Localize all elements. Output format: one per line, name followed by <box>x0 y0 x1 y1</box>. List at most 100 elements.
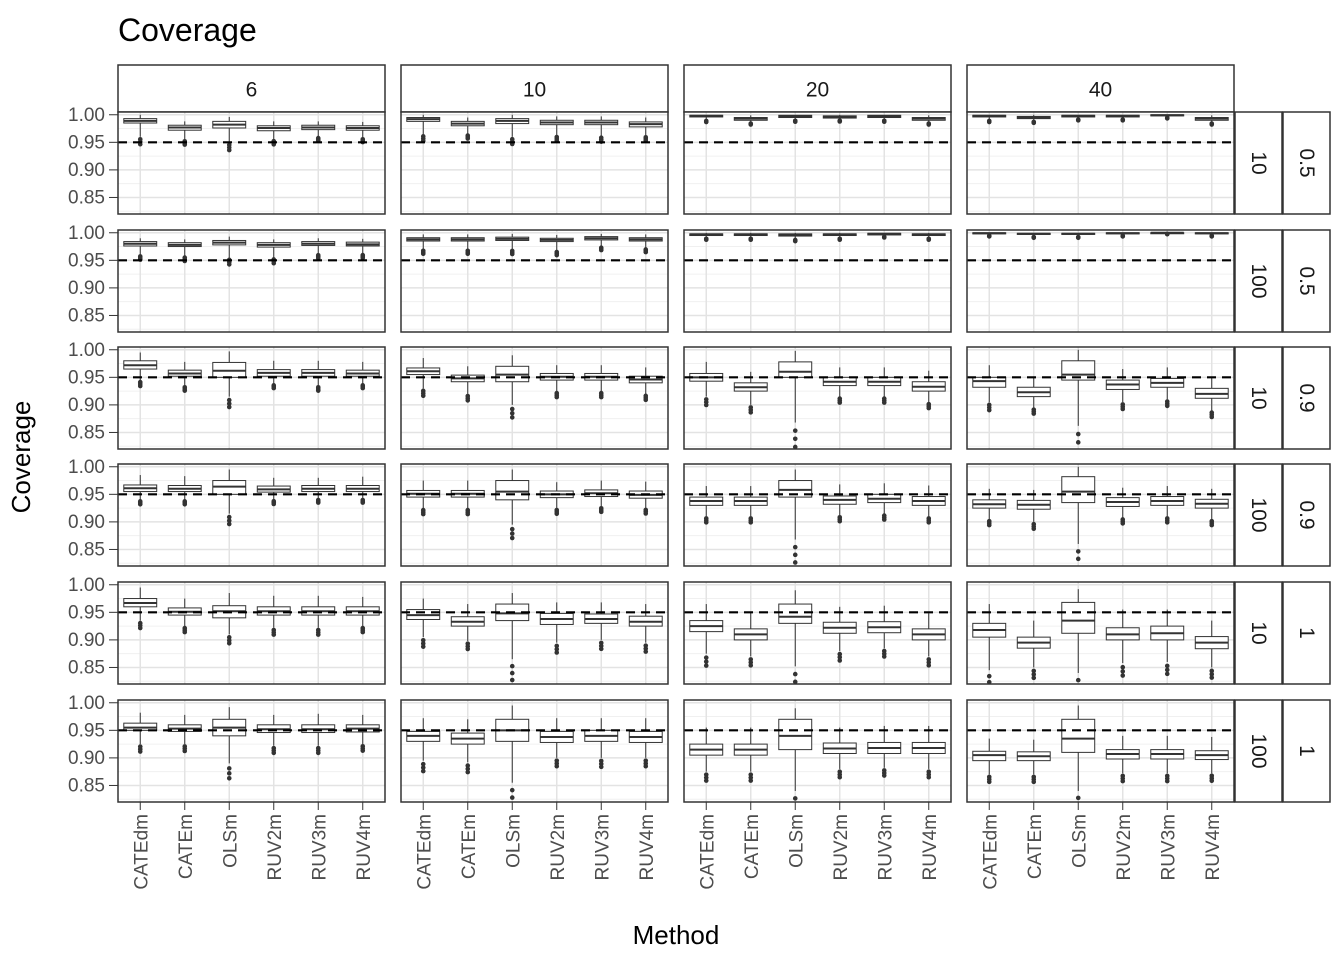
panel-background <box>967 582 1234 684</box>
y-tick-label: 0.90 <box>68 278 105 299</box>
outlier-point <box>792 119 798 125</box>
outlier-point <box>420 638 426 643</box>
box-OLSm <box>778 480 813 498</box>
panel-background <box>118 112 385 214</box>
panel-r2-c2 <box>683 346 952 450</box>
outlier-point <box>509 415 515 420</box>
outlier-point <box>554 643 560 649</box>
outlier-point <box>1031 526 1037 532</box>
y-tick-label: 0.95 <box>68 367 105 388</box>
outlier-point <box>837 774 843 780</box>
panel-border <box>966 346 1235 450</box>
outlier-point <box>986 779 992 785</box>
outlier-point <box>792 444 798 450</box>
outlier-point <box>1075 235 1081 241</box>
panel-r4-c0 <box>117 581 386 685</box>
outlier-point <box>465 398 471 403</box>
panel-r2-c1 <box>400 346 669 450</box>
x-tick-label-CATEdm: CATEdm <box>131 814 152 890</box>
x-tick-label-OLSm: OLSm <box>220 814 241 868</box>
panel-border <box>683 581 952 685</box>
outlier-point <box>598 247 604 253</box>
outlier-point <box>226 766 232 771</box>
panel-background <box>684 582 951 684</box>
outlier-point <box>554 763 560 769</box>
x-tick-label-RUV2m: RUV2m <box>831 814 852 881</box>
outlier-point <box>420 393 426 399</box>
y-tick-label: 0.90 <box>68 395 105 416</box>
outlier-point <box>137 749 143 754</box>
outlier-point <box>792 796 798 801</box>
panel-border <box>400 111 669 215</box>
panel-r1-c2 <box>683 229 952 333</box>
panel-background <box>118 464 385 566</box>
outlier-point <box>986 673 992 679</box>
outlier-point <box>271 260 277 266</box>
outlier-point <box>881 400 887 405</box>
panel-background <box>401 700 668 802</box>
panel-r0-c3 <box>966 111 1235 215</box>
panel-border <box>683 229 952 333</box>
x-tick-label-CATEdm: CATEdm <box>697 814 718 890</box>
panel-background <box>401 464 668 566</box>
row-strip-inner-label: 10 <box>1247 621 1270 644</box>
outlier-point <box>1120 118 1126 123</box>
panel-background <box>684 230 951 332</box>
outlier-point <box>1209 414 1215 420</box>
row-strip-outer <box>1282 581 1331 685</box>
outlier-point <box>748 663 754 668</box>
outlier-point <box>137 383 143 389</box>
col-strip-label: 40 <box>1089 79 1112 102</box>
outlier-point <box>1120 406 1126 412</box>
row-strip-inner <box>1234 699 1283 803</box>
outlier-point <box>137 502 143 507</box>
outlier-point <box>420 641 426 646</box>
outlier-point <box>554 394 560 400</box>
x-axis-title: Method <box>633 920 720 950</box>
outlier-point <box>226 641 232 646</box>
outlier-point <box>1031 120 1037 126</box>
outlier-point <box>1075 556 1081 562</box>
outlier-point <box>598 394 604 400</box>
panel-border <box>683 111 952 215</box>
outlier-point <box>837 518 843 524</box>
box-OLSm <box>778 718 813 751</box>
row-strip-outer-label: 0.9 <box>1295 383 1318 412</box>
outlier-point <box>1209 675 1215 680</box>
y-tick-label: 0.85 <box>68 187 105 208</box>
outlier-point <box>465 763 471 768</box>
row-strip-outer <box>1282 111 1331 215</box>
outlier-point <box>1120 664 1126 670</box>
x-tick-label-RUV2m: RUV2m <box>548 814 569 881</box>
outlier-point <box>1164 671 1170 677</box>
outlier-point <box>1075 677 1081 683</box>
outlier-point <box>465 646 471 652</box>
y-tick-label: 0.90 <box>68 630 105 651</box>
outlier-point <box>837 400 843 405</box>
panel-r0-c1 <box>400 111 669 215</box>
outlier-point <box>986 234 992 239</box>
outlier-point <box>1164 231 1170 237</box>
outlier-point <box>703 402 709 408</box>
outlier-point <box>554 511 560 517</box>
y-tick-label: 0.95 <box>68 602 105 623</box>
outlier-point <box>881 773 887 778</box>
outlier-point <box>1164 667 1170 673</box>
panel-border <box>400 463 669 567</box>
panel-background <box>118 347 385 449</box>
outlier-point <box>598 646 604 652</box>
outlier-point <box>1120 673 1126 678</box>
outlier-point <box>315 750 321 756</box>
panel-r1-c0 <box>117 229 386 333</box>
y-tick-label: 1.00 <box>68 105 105 126</box>
outlier-point <box>986 522 992 528</box>
outlier-point <box>360 255 366 261</box>
outlier-point <box>703 119 709 125</box>
outlier-point <box>315 388 321 393</box>
row-strip-inner <box>1234 346 1283 450</box>
panel-background <box>684 347 951 449</box>
row-strip-outer <box>1282 229 1331 333</box>
outlier-point <box>1120 669 1126 674</box>
row-strip-inner-label: 10 <box>1247 386 1270 409</box>
panel-r3-c3 <box>966 463 1235 567</box>
